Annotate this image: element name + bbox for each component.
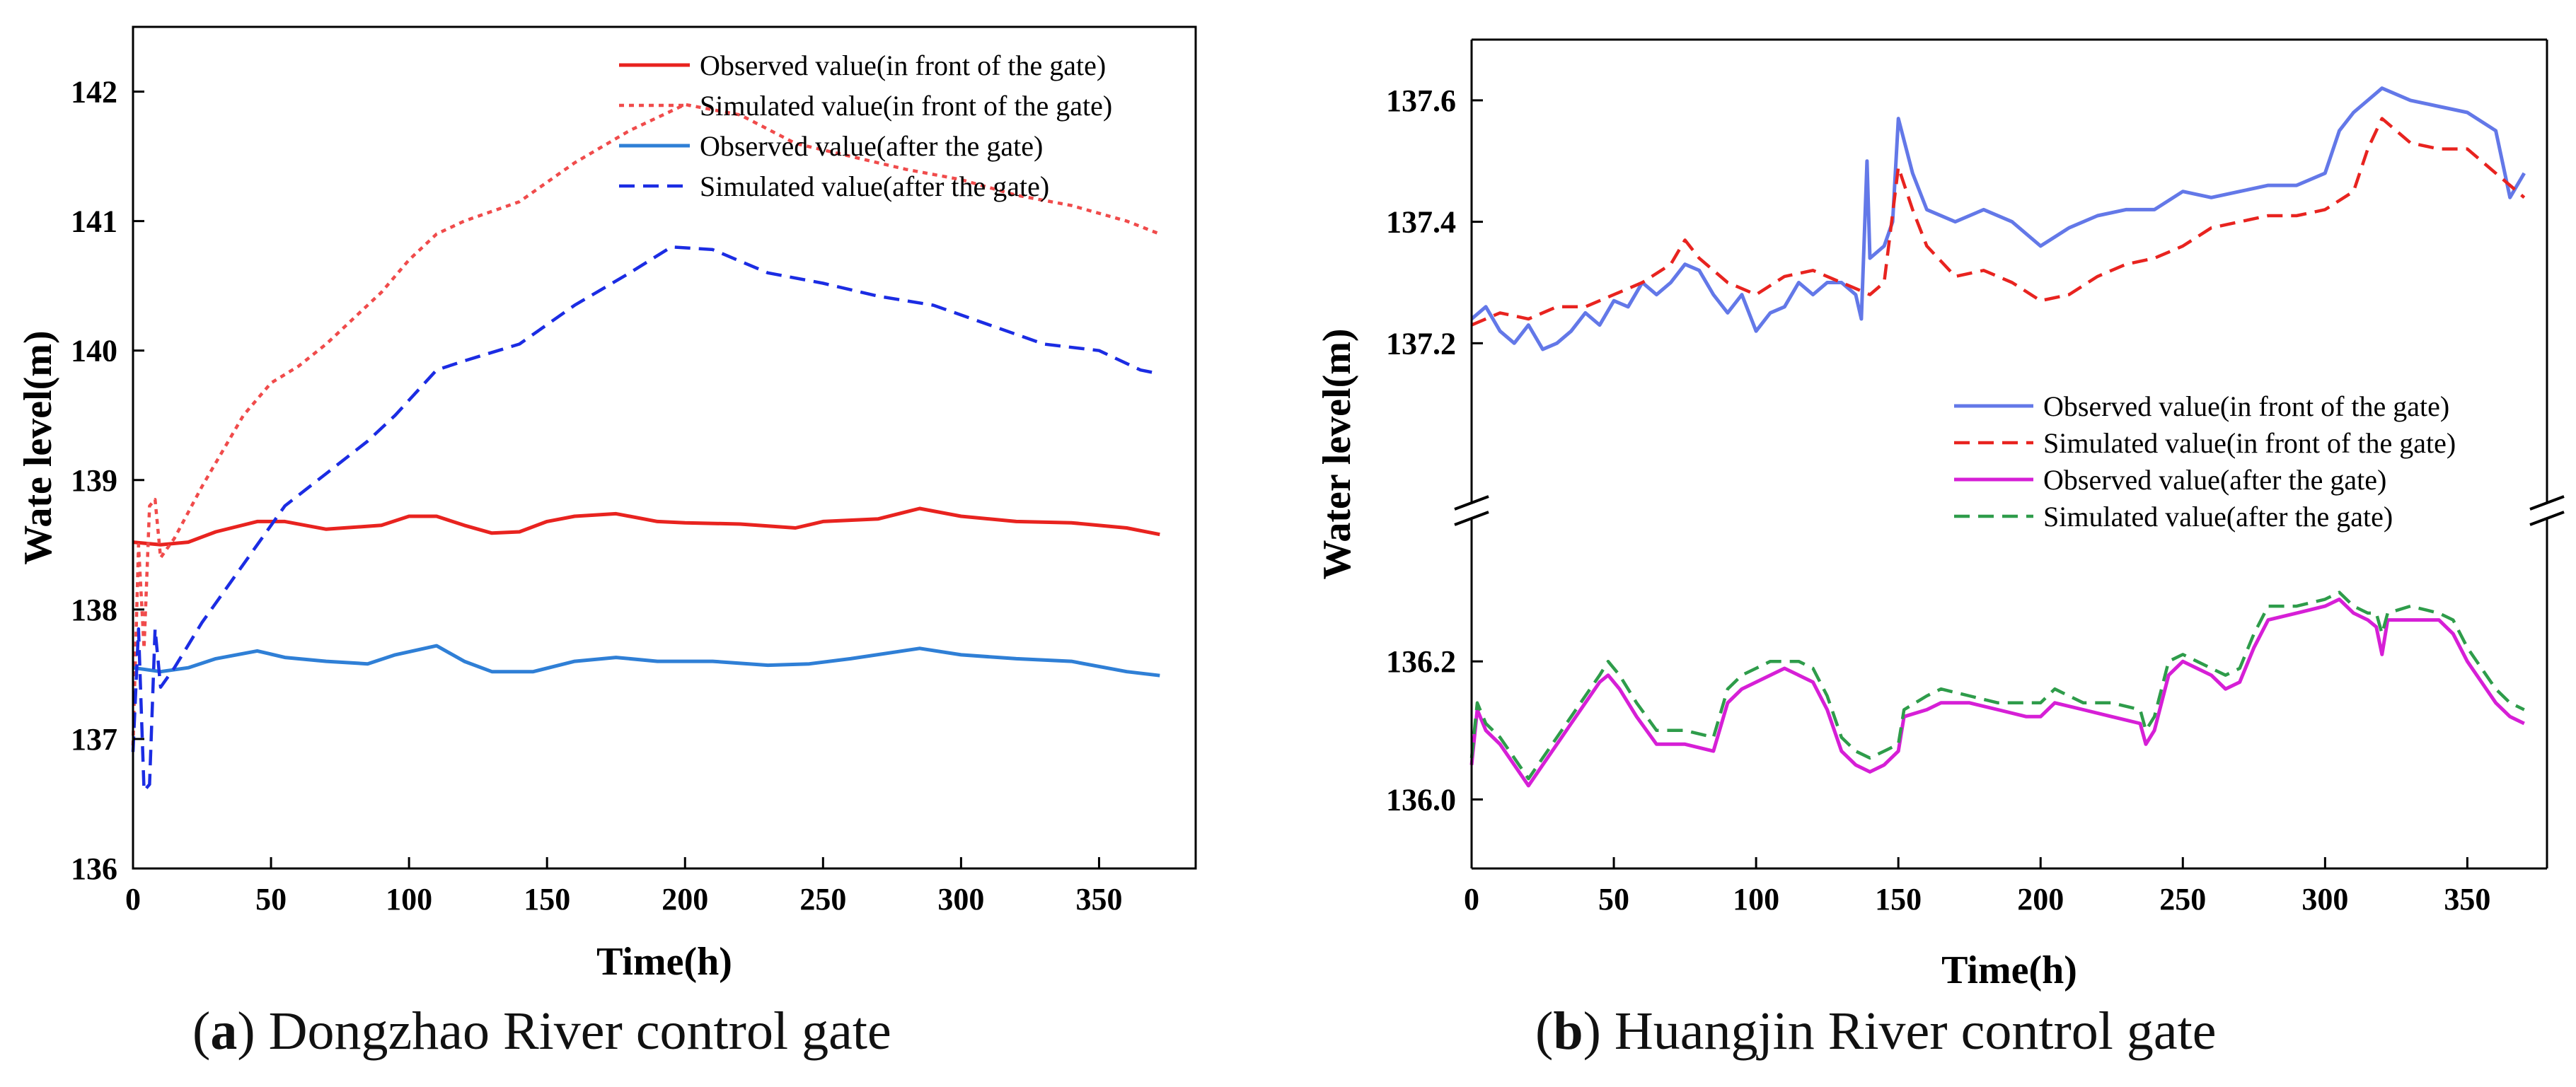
x-tick-label-a-0: 0 [125,882,141,917]
series-line-b-0 [1470,86,2526,351]
y-tick-label-a-3: 139 [71,463,117,498]
y-axis-label-a: Wate level(m) [16,330,60,564]
y-tick-label-b-1: 136.2 [1386,644,1456,679]
axis-break-mark-b-1-b [2529,511,2565,526]
plot-frame-a [132,25,1197,870]
x-axis-label-b: Time(h) [1941,948,2077,992]
series-line-a-1 [131,103,1161,746]
legend-label-a-2: Observed value(after the gate) [700,130,1043,162]
chart-a: 0 50 100 150 200 250 300 350 136 137 138 139 140 141 1… [16,25,1197,984]
y-tick-label-a-6: 142 [71,75,117,110]
y-tick-label-a-4: 140 [71,334,117,368]
series-line-b-3 [1469,591,2525,781]
x-tick-label-a-3: 150 [524,882,570,917]
series-line-a-2 [132,644,1160,678]
y-tick-label-a-0: 136 [71,851,117,886]
x-tick-label-b-5: 250 [2159,882,2206,917]
x-tick-label-a-6: 300 [937,882,984,917]
caption-a: (a) Dongzhao River control gate [192,1001,891,1061]
legend-label-a-0: Observed value(in front of the gate) [700,50,1106,81]
x-axis-label-a: Time(h) [596,940,732,984]
legend-label-b-1: Simulated value(in front of the gate) [2043,427,2456,459]
x-tick-label-b-2: 100 [1733,882,1779,917]
x-tick-label-b-3: 150 [1875,882,1922,917]
legend-label-a-1: Simulated value(in front of the gate) [700,90,1112,122]
x-tick-label-a-2: 100 [386,882,432,917]
y-tick-label-b-3: 137.4 [1386,205,1456,240]
x-tick-label-b-1: 50 [1598,882,1629,917]
legend-label-b-3: Simulated value(after the gate) [2043,501,2393,533]
y-tick-label-a-1: 137 [71,722,117,757]
y-tick-label-b-2: 137.2 [1386,326,1456,361]
chart-b: 0 50 100 150 200 250 300 350 136.0 136.2 137.2 137.… [1315,38,2565,992]
series-line-b-1 [1471,117,2526,327]
y-tick-label-a-5: 141 [71,204,117,239]
axis-break-mark-b-0-b [1454,511,1489,526]
caption-b: (b) Huangjin River control gate [1535,1001,2217,1061]
caption-a-text: Dongzhao River control gate [268,1001,891,1061]
x-tick-label-b-6: 300 [2301,882,2348,917]
x-tick-label-a-4: 200 [662,882,708,917]
y-axis-label-b: Water level(m) [1315,328,1359,579]
y-tick-label-b-4: 137.6 [1386,83,1456,118]
series-line-b-2 [1469,597,2525,788]
caption-a-letter: a [210,1001,238,1061]
x-tick-label-a-7: 350 [1075,882,1122,917]
legend-label-a-3: Simulated value(after the gate) [700,170,1049,202]
legend-label-b-0: Observed value(in front of the gate) [2043,390,2449,422]
x-tick-label-a-1: 50 [255,882,287,917]
x-tick-label-b-4: 200 [2017,882,2064,917]
y-tick-label-a-2: 138 [71,593,117,627]
axis-break-mark-b-0-a [1454,495,1489,511]
x-tick-label-b-7: 350 [2444,882,2490,917]
series-line-a-3 [131,245,1160,793]
x-tick-label-a-5: 250 [799,882,846,917]
y-tick-label-b-0: 136.0 [1386,782,1456,817]
series-line-a-0 [132,506,1160,547]
axis-break-mark-b-1-a [2529,495,2565,511]
caption-b-text: Huangjin River control gate [1614,1001,2217,1061]
x-tick-label-b-0: 0 [1464,882,1479,917]
legend-label-b-2: Observed value(after the gate) [2043,464,2386,496]
caption-b-letter: b [1553,1001,1583,1061]
